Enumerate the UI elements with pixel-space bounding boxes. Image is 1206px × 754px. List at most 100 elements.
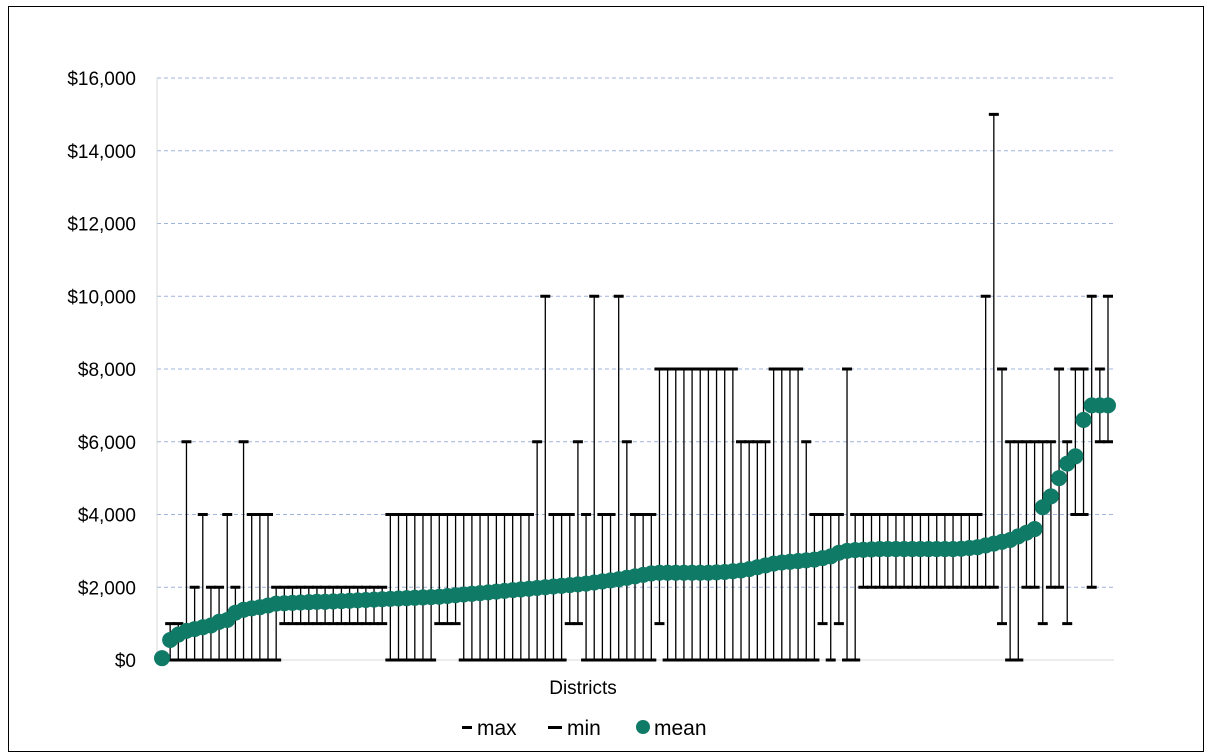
max-marker	[214, 585, 225, 589]
max-marker	[589, 294, 600, 298]
max-marker	[409, 513, 420, 516]
legend-mean-marker	[636, 720, 650, 734]
min-marker	[360, 622, 371, 626]
mean-point	[1051, 470, 1068, 487]
min-marker	[638, 658, 649, 662]
legend-max-marker	[462, 726, 472, 729]
max-marker	[956, 513, 967, 516]
max-marker	[744, 440, 755, 444]
max-marker	[727, 367, 738, 371]
min-marker	[956, 585, 967, 589]
max-marker	[434, 513, 445, 516]
max-marker	[197, 513, 208, 516]
max-marker	[458, 513, 469, 516]
min-marker	[719, 658, 730, 662]
min-marker	[923, 585, 934, 589]
legend: max min mean	[462, 717, 707, 740]
min-marker	[988, 585, 999, 589]
max-marker	[703, 367, 714, 371]
max-marker	[678, 367, 689, 371]
x-axis-label: Districts	[549, 678, 617, 699]
max-marker	[263, 513, 274, 516]
mean-point	[1100, 397, 1116, 414]
min-marker	[670, 658, 681, 662]
max-marker	[360, 585, 371, 589]
min-marker	[426, 658, 437, 662]
min-marker	[833, 622, 844, 626]
max-marker	[1103, 294, 1113, 298]
min-marker	[344, 622, 355, 626]
max-marker	[833, 513, 844, 516]
max-marker	[442, 513, 453, 516]
max-marker	[1070, 367, 1081, 371]
max-marker	[988, 112, 999, 116]
min-marker	[271, 658, 282, 662]
max-marker	[646, 513, 657, 516]
max-marker	[711, 367, 722, 371]
min-marker	[214, 658, 225, 662]
min-marker	[238, 658, 249, 662]
min-marker	[409, 658, 420, 662]
min-marker	[572, 622, 583, 626]
min-marker	[996, 622, 1007, 626]
max-marker	[564, 513, 575, 516]
min-marker	[964, 585, 975, 589]
max-marker	[532, 440, 543, 444]
max-marker	[466, 513, 477, 516]
max-marker	[939, 513, 950, 516]
min-marker	[858, 585, 869, 589]
y-tick-label: $2,000	[78, 578, 136, 599]
max-marker	[817, 513, 828, 516]
max-marker	[295, 585, 306, 589]
mean-points	[154, 397, 1116, 667]
max-marker	[1062, 440, 1073, 444]
legend-min-marker	[548, 726, 562, 729]
max-marker	[328, 585, 339, 589]
max-marker	[548, 513, 559, 516]
min-marker	[613, 658, 624, 662]
max-marker	[377, 585, 388, 589]
min-marker	[564, 622, 575, 626]
min-marker	[1054, 585, 1065, 589]
max-marker	[287, 585, 298, 589]
min-marker	[589, 658, 600, 662]
max-marker	[980, 294, 991, 298]
legend-min-label: min	[567, 717, 601, 740]
min-marker	[1086, 585, 1097, 589]
min-marker	[605, 658, 616, 662]
max-marker	[352, 585, 363, 589]
max-marker	[205, 585, 216, 589]
max-marker	[491, 513, 502, 516]
min-marker	[931, 585, 942, 589]
min-marker	[850, 658, 861, 662]
min-marker	[483, 658, 494, 662]
min-marker	[980, 585, 991, 589]
min-marker	[687, 658, 698, 662]
max-marker	[1094, 367, 1105, 371]
min-marker	[1045, 585, 1056, 589]
min-marker	[736, 658, 747, 662]
max-marker	[1013, 440, 1024, 444]
error-bars	[157, 112, 1113, 662]
max-marker	[842, 367, 853, 371]
min-marker	[1070, 513, 1081, 516]
min-marker	[874, 585, 885, 589]
min-marker	[173, 658, 184, 662]
min-marker	[165, 658, 176, 662]
max-marker	[483, 513, 494, 516]
min-marker	[711, 658, 722, 662]
min-marker	[1078, 513, 1089, 516]
max-marker	[899, 513, 910, 516]
max-marker	[344, 585, 355, 589]
max-marker	[238, 440, 249, 444]
max-marker	[801, 440, 812, 444]
min-marker	[556, 658, 567, 662]
max-marker	[670, 367, 681, 371]
max-marker	[450, 513, 461, 516]
y-tick-label: $6,000	[78, 433, 136, 454]
max-marker	[581, 513, 592, 516]
min-marker	[1094, 440, 1105, 444]
min-marker	[768, 658, 779, 662]
y-tick-label: $16,000	[67, 69, 136, 90]
